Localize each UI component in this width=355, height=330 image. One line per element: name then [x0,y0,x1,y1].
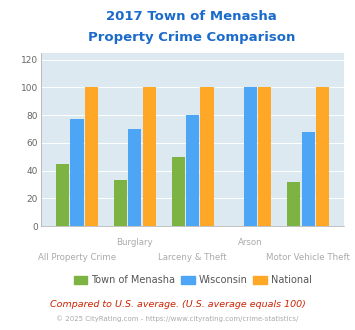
Bar [70,119,83,226]
Bar [244,87,257,226]
Bar [171,157,185,226]
Text: Compared to U.S. average. (U.S. average equals 100): Compared to U.S. average. (U.S. average … [50,300,305,309]
Bar [201,87,214,226]
Bar [56,164,69,226]
Bar [302,132,315,226]
Text: Larceny & Theft: Larceny & Theft [158,253,227,262]
Text: 2017 Town of Menasha: 2017 Town of Menasha [106,10,277,23]
Text: Property Crime Comparison: Property Crime Comparison [88,31,295,44]
Text: © 2025 CityRating.com - https://www.cityrating.com/crime-statistics/: © 2025 CityRating.com - https://www.city… [56,316,299,322]
Bar [258,87,272,226]
Bar [114,180,127,226]
Bar [287,182,300,226]
Legend: Town of Menasha, Wisconsin, National: Town of Menasha, Wisconsin, National [72,273,313,287]
Bar [143,87,156,226]
Text: Burglary: Burglary [116,238,153,247]
Text: All Property Crime: All Property Crime [38,253,116,262]
Bar [316,87,329,226]
Bar [128,129,141,226]
Text: Motor Vehicle Theft: Motor Vehicle Theft [266,253,350,262]
Bar [85,87,98,226]
Bar [186,115,199,226]
Text: Arson: Arson [238,238,263,247]
